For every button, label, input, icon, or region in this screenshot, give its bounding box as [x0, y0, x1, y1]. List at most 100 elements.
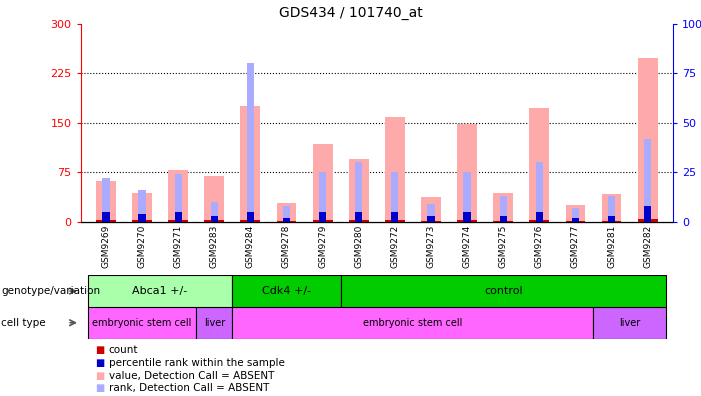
Bar — [341, 275, 666, 307]
Text: ■: ■ — [95, 345, 104, 356]
Text: GSM9282: GSM9282 — [644, 225, 652, 268]
Bar — [572, 208, 579, 222]
Bar — [240, 220, 260, 222]
Bar — [536, 212, 543, 222]
Bar — [608, 216, 615, 222]
Bar — [529, 220, 550, 222]
Text: GSM9280: GSM9280 — [354, 225, 363, 268]
Bar — [385, 118, 404, 222]
Bar — [566, 221, 585, 222]
Bar — [421, 197, 441, 222]
Bar — [644, 139, 651, 222]
Bar — [102, 212, 109, 222]
Bar — [457, 220, 477, 222]
Text: liver: liver — [203, 318, 225, 328]
Text: GSM9284: GSM9284 — [246, 225, 255, 268]
Text: GSM9276: GSM9276 — [535, 225, 544, 268]
Bar — [319, 212, 326, 222]
Bar — [391, 212, 398, 222]
Bar — [500, 196, 507, 222]
Text: liver: liver — [619, 318, 640, 328]
Bar — [88, 275, 232, 307]
Bar — [494, 221, 513, 222]
Bar — [138, 214, 146, 222]
Bar — [210, 216, 218, 222]
Bar — [355, 212, 362, 222]
Bar — [247, 212, 254, 222]
Text: embryonic stem cell: embryonic stem cell — [93, 318, 191, 328]
Text: GSM9281: GSM9281 — [607, 225, 616, 268]
Bar — [210, 202, 218, 222]
Bar — [566, 205, 585, 222]
Bar — [232, 307, 594, 339]
Text: GSM9272: GSM9272 — [390, 225, 400, 268]
Bar — [601, 194, 622, 222]
Bar — [204, 220, 224, 222]
Text: GSM9275: GSM9275 — [498, 225, 508, 268]
Bar — [349, 220, 369, 222]
Text: GSM9269: GSM9269 — [102, 225, 110, 268]
Bar — [102, 178, 109, 222]
Bar — [494, 193, 513, 222]
Bar — [196, 307, 232, 339]
Bar — [96, 181, 116, 222]
Bar — [594, 307, 666, 339]
Bar — [428, 204, 435, 222]
Text: GSM9271: GSM9271 — [174, 225, 183, 268]
Text: Cdk4 +/-: Cdk4 +/- — [262, 286, 311, 296]
Text: embryonic stem cell: embryonic stem cell — [363, 318, 463, 328]
Text: GSM9270: GSM9270 — [137, 225, 147, 268]
Text: rank, Detection Call = ABSENT: rank, Detection Call = ABSENT — [109, 383, 269, 394]
Bar — [168, 220, 188, 222]
Bar — [349, 159, 369, 222]
Bar — [277, 203, 297, 222]
Bar — [313, 220, 332, 222]
Text: ■: ■ — [95, 383, 104, 394]
Bar — [457, 124, 477, 222]
Bar — [638, 58, 658, 222]
Bar — [247, 63, 254, 222]
Bar — [536, 162, 543, 222]
Bar — [283, 218, 290, 222]
Bar — [319, 172, 326, 222]
Bar — [608, 196, 615, 222]
Bar — [529, 108, 550, 222]
Text: percentile rank within the sample: percentile rank within the sample — [109, 358, 285, 368]
Text: GSM9278: GSM9278 — [282, 225, 291, 268]
Bar — [601, 221, 622, 222]
Text: GDS434 / 101740_at: GDS434 / 101740_at — [278, 6, 423, 20]
Bar — [421, 221, 441, 222]
Text: GSM9279: GSM9279 — [318, 225, 327, 268]
Text: value, Detection Call = ABSENT: value, Detection Call = ABSENT — [109, 371, 274, 381]
Bar — [355, 162, 362, 222]
Text: GSM9277: GSM9277 — [571, 225, 580, 268]
Bar — [391, 172, 398, 222]
Bar — [204, 175, 224, 222]
Bar — [168, 170, 188, 222]
Text: genotype/variation: genotype/variation — [1, 286, 100, 296]
Text: GSM9273: GSM9273 — [426, 225, 435, 268]
Text: ■: ■ — [95, 371, 104, 381]
Bar — [175, 212, 182, 222]
Text: Abca1 +/-: Abca1 +/- — [132, 286, 188, 296]
Bar — [96, 220, 116, 222]
Bar — [638, 219, 658, 222]
Text: count: count — [109, 345, 138, 356]
Bar — [240, 106, 260, 222]
Bar — [644, 206, 651, 222]
Bar — [175, 174, 182, 222]
Bar — [132, 221, 152, 222]
Bar — [572, 218, 579, 222]
Bar — [500, 216, 507, 222]
Bar — [88, 307, 196, 339]
Bar — [463, 172, 470, 222]
Bar — [313, 144, 332, 222]
Bar — [132, 193, 152, 222]
Text: control: control — [484, 286, 522, 296]
Text: ■: ■ — [95, 358, 104, 368]
Bar — [463, 212, 470, 222]
Text: GSM9274: GSM9274 — [463, 225, 472, 268]
Bar — [138, 190, 146, 222]
Bar — [385, 220, 404, 222]
Bar — [277, 221, 297, 222]
